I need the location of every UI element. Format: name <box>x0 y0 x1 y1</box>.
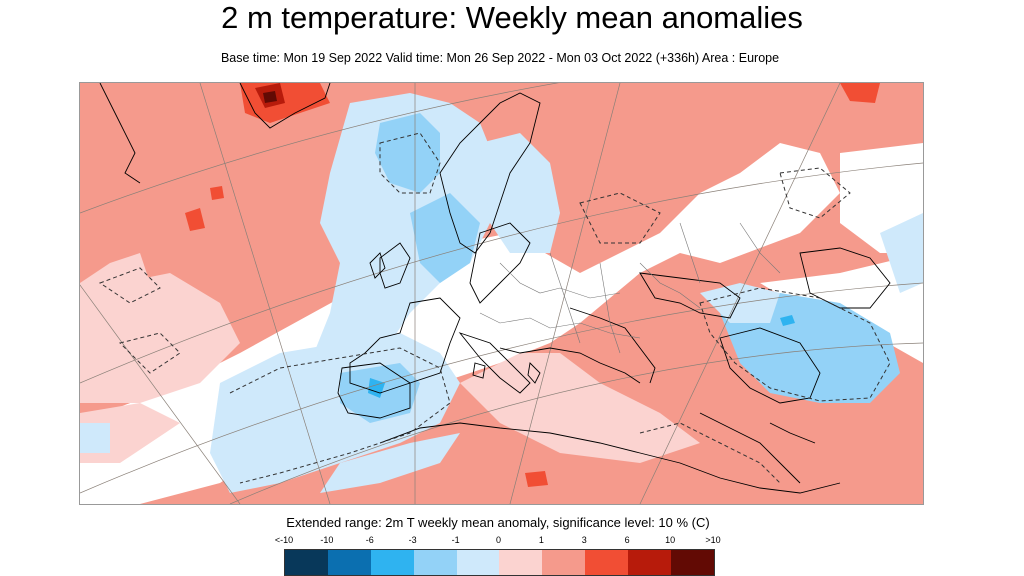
map-svg <box>80 83 923 504</box>
legend-swatch <box>327 550 371 575</box>
coastlines <box>99 83 891 494</box>
warm-hotspots <box>185 83 880 487</box>
legend-swatch <box>628 550 672 575</box>
color-legend <box>284 549 715 576</box>
page-subtitle: Base time: Mon 19 Sep 2022 Valid time: M… <box>220 51 780 65</box>
anomaly-map[interactable] <box>79 82 924 505</box>
borders <box>479 222 781 354</box>
cold-regions <box>80 93 923 493</box>
legend-swatch <box>542 550 586 575</box>
significance-contours <box>98 132 891 484</box>
legend-tick: -10 <box>320 535 334 545</box>
legend-swatch <box>285 550 328 575</box>
legend-tick: 3 <box>581 535 587 545</box>
page-title: 2 m temperature: Weekly mean anomalies <box>221 0 803 35</box>
legend-swatch <box>413 550 457 575</box>
legend-swatch <box>585 550 629 575</box>
legend-tick-labels: <-10 -10 -6 -3 -1 0 1 3 6 10 >10 <box>275 534 721 546</box>
legend-tick: -1 <box>451 535 460 545</box>
legend-tick: 0 <box>495 535 502 545</box>
legend-swatch <box>456 550 500 575</box>
legend-swatch <box>370 550 414 575</box>
legend-tick: 10 <box>665 535 676 545</box>
legend-tick: <-10 <box>274 535 294 545</box>
graticule <box>80 83 923 504</box>
legend-tick: >10 <box>705 535 721 545</box>
legend-caption: Extended range: 2m T weekly mean anomaly… <box>286 515 710 530</box>
legend-tick: 6 <box>624 535 630 545</box>
legend-tick: -6 <box>365 535 374 545</box>
legend-swatch <box>671 550 714 575</box>
legend-tick: -3 <box>408 535 417 545</box>
legend-tick: 1 <box>538 535 544 545</box>
legend-swatch <box>499 550 543 575</box>
